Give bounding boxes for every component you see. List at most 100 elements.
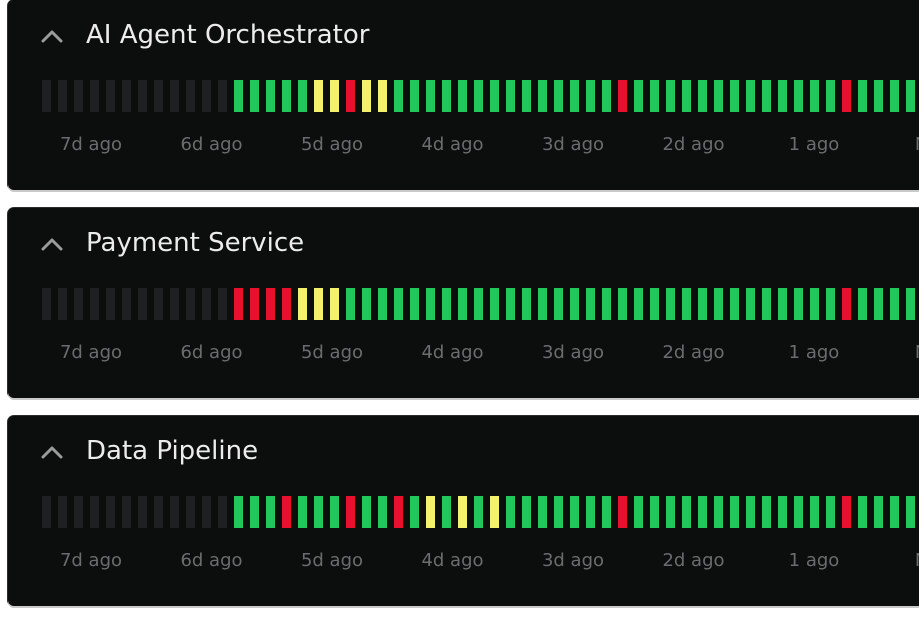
status-bar[interactable] [826, 496, 835, 528]
status-bar[interactable] [298, 288, 307, 320]
status-bar[interactable] [426, 496, 435, 528]
status-bar[interactable] [890, 288, 899, 320]
status-bar[interactable] [826, 80, 835, 112]
status-bar[interactable] [74, 496, 83, 528]
status-bar[interactable] [858, 496, 867, 528]
status-bar[interactable] [90, 288, 99, 320]
status-bar[interactable] [538, 288, 547, 320]
status-bar[interactable] [346, 496, 355, 528]
status-bar[interactable] [666, 496, 675, 528]
status-bar[interactable] [650, 80, 659, 112]
status-bar[interactable] [586, 288, 595, 320]
status-bar[interactable] [106, 496, 115, 528]
status-bar[interactable] [602, 496, 611, 528]
status-bar[interactable] [794, 288, 803, 320]
status-bar[interactable] [378, 496, 387, 528]
status-bar[interactable] [762, 80, 771, 112]
status-bar[interactable] [746, 288, 755, 320]
status-bar[interactable] [346, 288, 355, 320]
status-bar[interactable] [762, 496, 771, 528]
status-bar[interactable] [698, 288, 707, 320]
status-bar[interactable] [122, 496, 131, 528]
status-bar[interactable] [314, 288, 323, 320]
status-bar[interactable] [234, 288, 243, 320]
status-bar[interactable] [138, 288, 147, 320]
status-bar[interactable] [458, 288, 467, 320]
status-bar[interactable] [634, 288, 643, 320]
status-bar[interactable] [58, 288, 67, 320]
status-bar[interactable] [506, 80, 515, 112]
status-bar[interactable] [74, 80, 83, 112]
status-bar[interactable] [522, 80, 531, 112]
status-bar[interactable] [170, 496, 179, 528]
status-bar[interactable] [90, 80, 99, 112]
status-bar[interactable] [682, 288, 691, 320]
status-bar[interactable] [538, 80, 547, 112]
status-bar[interactable] [874, 288, 883, 320]
status-bar[interactable] [186, 496, 195, 528]
status-bar[interactable] [714, 496, 723, 528]
status-bar[interactable] [410, 496, 419, 528]
status-bar[interactable] [506, 288, 515, 320]
status-bar[interactable] [298, 80, 307, 112]
status-bar[interactable] [474, 80, 483, 112]
status-bar[interactable] [906, 80, 915, 112]
status-bar[interactable] [730, 496, 739, 528]
status-bar[interactable] [698, 496, 707, 528]
status-bar[interactable] [122, 80, 131, 112]
status-bar[interactable] [266, 80, 275, 112]
status-bar[interactable] [362, 496, 371, 528]
status-bar[interactable] [154, 496, 163, 528]
status-bar[interactable] [474, 288, 483, 320]
status-bar[interactable] [698, 80, 707, 112]
status-bar[interactable] [810, 80, 819, 112]
status-bar[interactable] [170, 288, 179, 320]
status-bar[interactable] [858, 288, 867, 320]
status-bar[interactable] [586, 80, 595, 112]
status-bar[interactable] [58, 80, 67, 112]
status-bar[interactable] [250, 80, 259, 112]
status-bar[interactable] [42, 288, 51, 320]
status-bar[interactable] [58, 496, 67, 528]
status-bar[interactable] [874, 496, 883, 528]
status-bar[interactable] [410, 288, 419, 320]
status-bar[interactable] [426, 80, 435, 112]
status-bar[interactable] [810, 288, 819, 320]
status-bar[interactable] [250, 288, 259, 320]
status-bar[interactable] [426, 288, 435, 320]
status-bar[interactable] [138, 496, 147, 528]
status-bar[interactable] [74, 288, 83, 320]
status-bar[interactable] [538, 496, 547, 528]
status-bar[interactable] [666, 80, 675, 112]
status-bar[interactable] [442, 288, 451, 320]
status-bar[interactable] [890, 80, 899, 112]
status-bar[interactable] [570, 80, 579, 112]
status-bar[interactable] [826, 288, 835, 320]
status-bar[interactable] [666, 288, 675, 320]
status-bar[interactable] [810, 496, 819, 528]
status-bar[interactable] [266, 496, 275, 528]
status-bar[interactable] [202, 288, 211, 320]
status-bar[interactable] [842, 80, 851, 112]
status-bar[interactable] [90, 496, 99, 528]
status-bar[interactable] [218, 288, 227, 320]
status-bar[interactable] [282, 496, 291, 528]
status-bar[interactable] [202, 496, 211, 528]
status-bar[interactable] [874, 80, 883, 112]
status-bar[interactable] [554, 496, 563, 528]
status-bar[interactable] [858, 80, 867, 112]
status-bar[interactable] [42, 496, 51, 528]
status-bar[interactable] [730, 80, 739, 112]
status-bar[interactable] [250, 496, 259, 528]
status-bar[interactable] [154, 80, 163, 112]
status-bar[interactable] [218, 80, 227, 112]
status-bar[interactable] [570, 496, 579, 528]
status-bar[interactable] [314, 496, 323, 528]
status-bar[interactable] [778, 496, 787, 528]
status-bar[interactable] [106, 80, 115, 112]
status-bar[interactable] [714, 288, 723, 320]
status-bar[interactable] [570, 288, 579, 320]
status-bar[interactable] [314, 80, 323, 112]
status-bar[interactable] [234, 80, 243, 112]
status-bar[interactable] [458, 496, 467, 528]
